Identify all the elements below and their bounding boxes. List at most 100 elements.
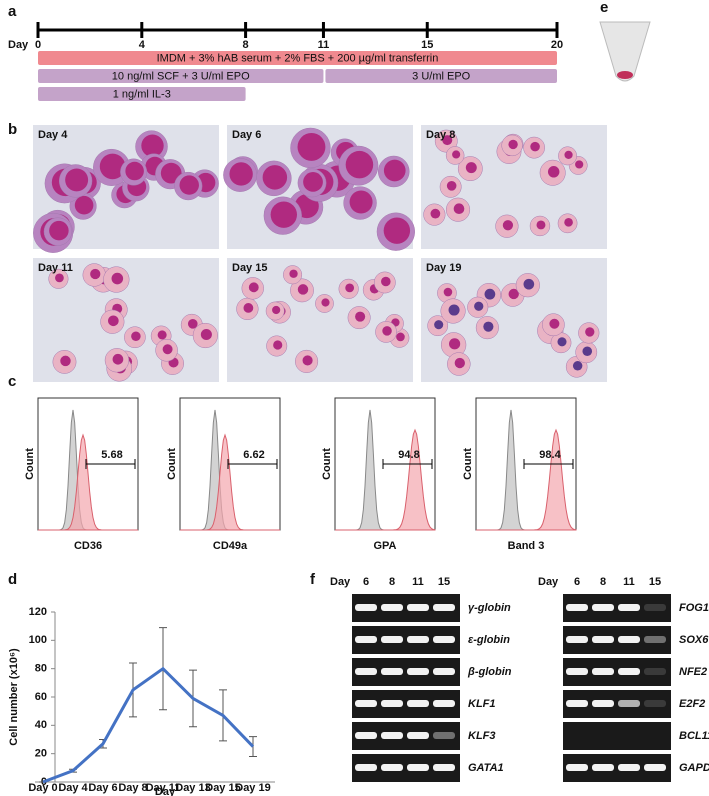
nucleus <box>508 139 518 150</box>
nucleus <box>585 327 595 337</box>
x-label: GPA <box>373 540 396 552</box>
nucleus <box>474 301 484 311</box>
micrograph: Day 4 <box>33 125 219 253</box>
nucleus <box>248 282 259 293</box>
gate-value: 98.4 <box>539 449 561 461</box>
nucleus <box>243 303 254 313</box>
nucleus <box>443 287 453 297</box>
stain-curve <box>38 433 138 531</box>
nucleus <box>90 268 101 280</box>
gel-band <box>381 604 403 611</box>
nucleus <box>430 208 441 219</box>
nucleus <box>442 135 453 146</box>
nucleus <box>160 162 182 184</box>
span-label: 1 ng/ml IL-3 <box>113 88 171 100</box>
nucleus <box>484 288 496 300</box>
gel-band <box>381 764 403 771</box>
nucleus <box>111 272 124 285</box>
gene-label: SOX6 <box>679 634 709 646</box>
nucleus <box>549 318 560 329</box>
gel <box>563 722 671 750</box>
gel-band <box>566 604 588 611</box>
gel-band <box>592 700 614 707</box>
gel-band <box>644 636 666 643</box>
gel-band <box>592 604 614 611</box>
nucleus <box>65 168 89 192</box>
gel-band <box>644 604 666 611</box>
lane-day: 11 <box>412 576 424 588</box>
x-tick-label: Day 0 <box>28 782 57 794</box>
gel-band <box>566 636 588 643</box>
gel-band <box>618 700 640 707</box>
error-bar <box>249 736 257 757</box>
x-axis-label: Day <box>155 786 176 796</box>
nucleus <box>321 298 330 307</box>
nucleus <box>536 220 546 230</box>
nucleus <box>187 319 198 329</box>
nucleus <box>453 203 465 215</box>
micrograph: Day 19 <box>421 258 607 382</box>
x-label: CD49a <box>213 540 248 552</box>
nucleus <box>349 190 373 214</box>
nucleus <box>572 361 583 371</box>
nucleus <box>99 153 126 180</box>
gel-band <box>592 668 614 675</box>
nucleus <box>345 150 374 179</box>
nucleus <box>446 181 457 191</box>
lane-day: 6 <box>574 576 580 588</box>
gel-band <box>407 636 429 643</box>
nucleus <box>262 165 288 190</box>
pellet <box>617 71 633 79</box>
nucleus <box>547 166 560 178</box>
lane-day: 15 <box>438 576 450 588</box>
nucleus <box>162 344 173 355</box>
x-tick-label: Day 19 <box>235 782 270 794</box>
nucleus <box>55 273 64 283</box>
y-label: Count <box>166 448 178 480</box>
nucleus <box>530 141 540 152</box>
nucleus <box>112 353 124 365</box>
x-tick-label: Day 6 <box>88 782 117 794</box>
gene-label: β-globin <box>467 666 512 678</box>
gene-label: GAPDH <box>679 762 709 774</box>
gene-label: KLF3 <box>468 730 496 742</box>
gate-value: 94.8 <box>398 449 419 461</box>
stain-curve <box>335 428 436 531</box>
y-tick-label: 120 <box>29 606 47 618</box>
gel-band <box>355 668 377 675</box>
span-label: 3 U/ml EPO <box>412 70 471 82</box>
gene-label: E2F2 <box>679 698 705 710</box>
nucleus <box>508 288 519 300</box>
nucleus <box>381 276 391 287</box>
nucleus <box>229 162 253 186</box>
gate-value: 6.62 <box>243 449 264 461</box>
treatment-span <box>325 69 557 83</box>
y-tick-label: 40 <box>35 719 47 731</box>
nucleus <box>74 195 94 215</box>
nucleus <box>383 159 406 182</box>
x-tick-label: Day 8 <box>118 782 147 794</box>
micrograph-label: Day 11 <box>38 262 73 274</box>
nucleus <box>355 311 366 322</box>
gel-band <box>381 700 403 707</box>
gel-band <box>355 764 377 771</box>
gel-band <box>644 700 666 707</box>
gel-band <box>566 700 588 707</box>
gene-label: ε-globin <box>468 634 510 646</box>
gel-band <box>381 732 403 739</box>
nucleus <box>383 217 411 244</box>
nucleus <box>49 220 69 241</box>
gel-band <box>566 764 588 771</box>
nucleus <box>108 315 119 327</box>
tick-label: 11 <box>318 39 330 51</box>
gene-label: NFE2 <box>679 666 707 678</box>
gel-band <box>592 636 614 643</box>
nucleus <box>297 284 309 295</box>
nucleus <box>434 320 444 330</box>
gel-band <box>355 604 377 611</box>
nucleus <box>200 328 212 341</box>
tick-label: 15 <box>421 39 433 51</box>
gel-band <box>618 764 640 771</box>
gel-band <box>355 636 377 643</box>
